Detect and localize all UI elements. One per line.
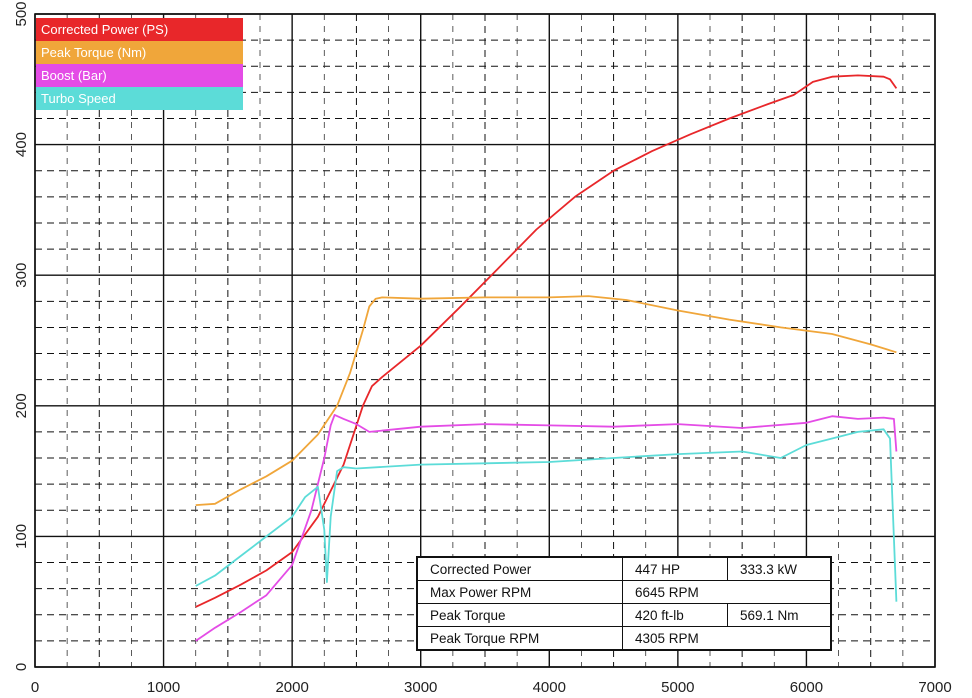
chart-grid	[34, 13, 936, 668]
summary-label: Peak Torque RPM	[416, 626, 623, 651]
series-line-1	[195, 74, 898, 608]
summary-value: 4305 RPM	[622, 626, 832, 651]
summary-value: 420 ft-lb	[622, 603, 728, 627]
y-tick-label: 400	[13, 132, 30, 157]
series-line-4	[195, 428, 898, 602]
y-tick-label: 300	[13, 263, 30, 288]
x-tick-label: 1000	[147, 679, 180, 696]
table-row: Peak Torque 420 ft-lb 569.1 Nm	[416, 603, 832, 627]
y-tick-label: 500	[13, 1, 30, 26]
series-line-2	[195, 295, 897, 506]
legend-label: Peak Torque (Nm)	[41, 45, 146, 60]
y-axis-ticks: 0 100 200 300 400 500	[13, 1, 30, 671]
summary-value: 6645 RPM	[622, 580, 832, 604]
legend-swatch	[36, 41, 243, 64]
x-tick-label: 5000	[661, 679, 694, 696]
x-tick-label: 7000	[918, 679, 951, 696]
summary-value-alt: 333.3 kW	[727, 556, 832, 581]
table-row: Peak Torque RPM 4305 RPM	[416, 626, 832, 651]
x-axis-ticks: 0 1000 2000 3000 4000 5000 6000 7000	[31, 679, 952, 696]
legend-label: Boost (Bar)	[41, 68, 107, 83]
summary-label: Max Power RPM	[416, 580, 623, 604]
chart-axes	[34, 13, 936, 668]
x-tick-label: 4000	[533, 679, 566, 696]
y-tick-label: 100	[13, 524, 30, 549]
legend-label: Turbo Speed	[41, 91, 116, 106]
plot-frame	[34, 13, 936, 668]
series-line-3	[195, 413, 898, 642]
y-tick-label: 200	[13, 393, 30, 418]
x-tick-label: 6000	[790, 679, 823, 696]
legend-label: Corrected Power (PS)	[41, 22, 168, 37]
legend-swatch	[36, 64, 243, 87]
legend-swatch	[36, 18, 243, 41]
table-row: Max Power RPM 6645 RPM	[416, 580, 832, 604]
x-tick-label: 0	[31, 679, 39, 696]
summary-label: Corrected Power	[416, 556, 623, 581]
summary-label: Peak Torque	[416, 603, 623, 627]
legend-swatch	[36, 87, 243, 110]
chart-series	[195, 74, 898, 642]
summary-value-alt: 569.1 Nm	[727, 603, 832, 627]
x-tick-label: 2000	[275, 679, 308, 696]
y-tick-label: 0	[13, 663, 30, 671]
table-row: Corrected Power 447 HP 333.3 kW	[416, 556, 832, 581]
chart-legend: Corrected Power (PS) Peak Torque (Nm) Boos…	[36, 18, 243, 110]
summary-table: Corrected Power 447 HP 333.3 kW Max Powe…	[416, 556, 832, 651]
summary-value: 447 HP	[622, 556, 728, 581]
x-tick-label: 3000	[404, 679, 437, 696]
